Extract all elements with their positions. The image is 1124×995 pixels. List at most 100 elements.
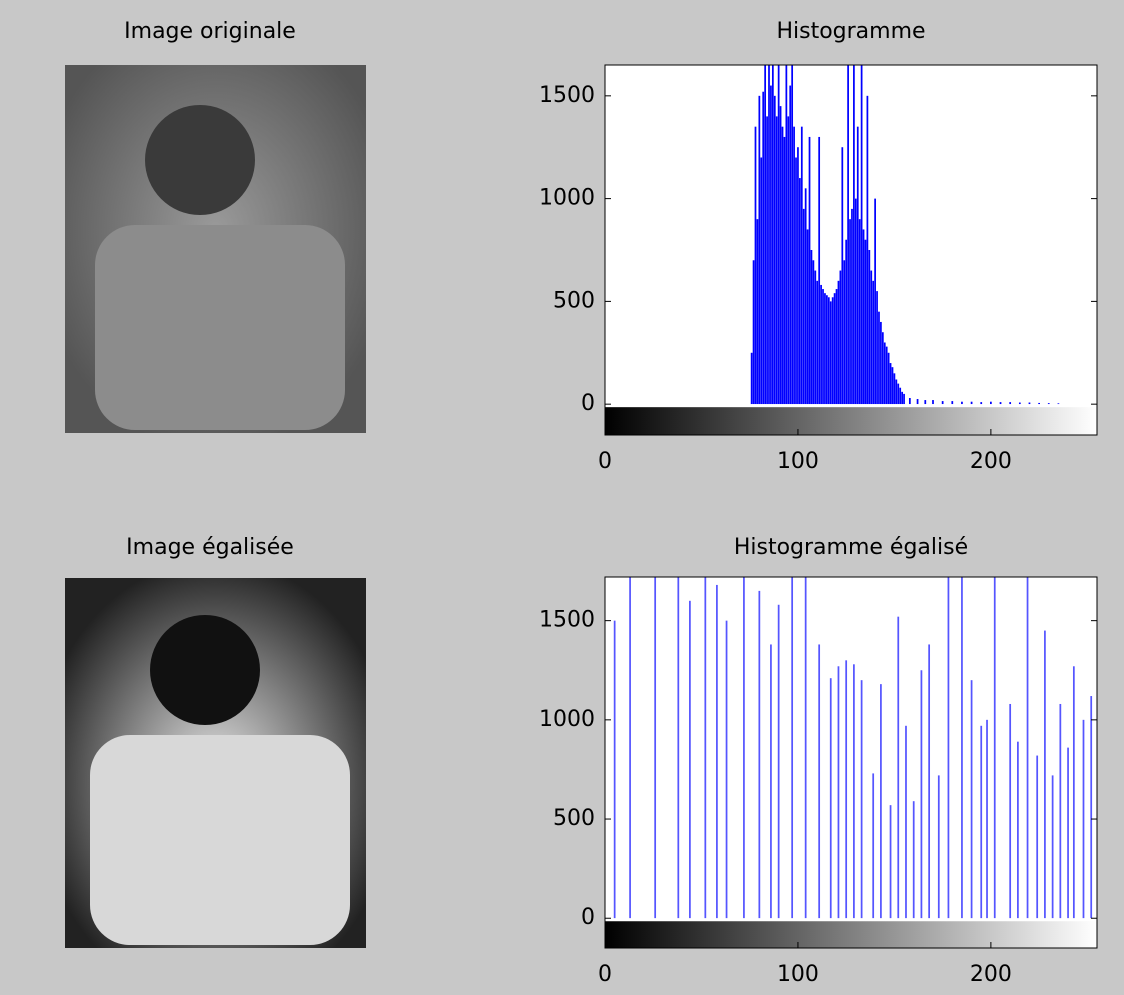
bar — [768, 65, 770, 405]
bar — [862, 229, 865, 405]
bar — [826, 295, 828, 405]
bar — [883, 342, 886, 405]
bar — [1017, 741, 1019, 919]
bar — [845, 239, 848, 405]
colorbar — [605, 407, 1097, 435]
y-tick-label: 0 — [581, 905, 595, 930]
bar — [986, 719, 988, 919]
image-detail — [145, 105, 255, 215]
bar — [797, 147, 799, 405]
bar — [1018, 402, 1021, 405]
bar — [756, 219, 759, 405]
bar — [770, 644, 772, 919]
x-tick-label: 200 — [970, 449, 1012, 474]
bar — [831, 297, 834, 405]
bar — [912, 801, 915, 919]
bar — [758, 95, 761, 405]
bar — [1047, 403, 1050, 405]
bar — [1067, 747, 1069, 919]
bar — [893, 373, 896, 405]
bar — [905, 725, 907, 919]
bar — [1044, 630, 1046, 919]
bar — [775, 116, 778, 405]
bar — [829, 301, 832, 405]
bar — [1051, 775, 1054, 919]
bar — [750, 352, 753, 405]
bar — [814, 270, 817, 405]
y-tick-label: 1500 — [539, 608, 595, 633]
bar — [835, 289, 838, 405]
bar — [901, 391, 903, 405]
x-tick-label: 100 — [777, 962, 819, 987]
bar — [1072, 666, 1075, 919]
bar — [808, 136, 811, 405]
bar — [800, 126, 803, 405]
bar — [932, 400, 934, 405]
image-title: Image égalisée — [126, 535, 294, 560]
bar — [758, 590, 761, 919]
bar — [771, 65, 774, 405]
bar — [849, 219, 851, 405]
bar — [777, 604, 780, 919]
bar — [897, 616, 900, 919]
bar — [804, 188, 807, 405]
bar — [1057, 403, 1060, 405]
bar — [999, 402, 1002, 405]
plot-area — [605, 577, 1097, 948]
bar — [872, 280, 875, 405]
bar — [1009, 703, 1012, 919]
image-detail — [95, 225, 345, 430]
bar — [920, 670, 923, 919]
bar — [895, 379, 898, 405]
bar — [853, 65, 855, 405]
bar — [789, 85, 792, 405]
x-tick-label: 200 — [970, 962, 1012, 987]
bar — [891, 367, 894, 405]
bar — [924, 400, 927, 405]
bar — [752, 260, 755, 405]
y-tick-label: 500 — [553, 288, 595, 313]
bar — [980, 402, 983, 405]
bar — [980, 725, 983, 919]
plot-area — [605, 65, 1097, 435]
bar — [851, 208, 853, 405]
bar — [822, 289, 824, 405]
bar — [860, 680, 863, 919]
bar — [961, 401, 963, 405]
bar — [754, 126, 757, 405]
bar — [716, 584, 718, 919]
axes-box — [604, 576, 1098, 949]
bar — [990, 401, 992, 405]
image-title: Image originale — [124, 19, 296, 44]
bar — [1009, 402, 1012, 405]
bar — [970, 401, 973, 405]
y-tick-label: 1000 — [539, 186, 595, 211]
bar — [864, 239, 867, 405]
y-tick-label: 0 — [581, 391, 595, 416]
bar — [837, 280, 840, 405]
bar — [783, 136, 786, 405]
bar — [804, 577, 807, 919]
y-tick-label: 1000 — [539, 707, 595, 732]
bar — [870, 270, 873, 405]
bar — [1028, 402, 1031, 405]
bar — [843, 260, 846, 405]
bar — [866, 95, 869, 405]
bar — [903, 393, 905, 405]
bar — [762, 91, 765, 405]
bar — [773, 95, 776, 405]
bar — [764, 65, 767, 405]
bar — [802, 208, 805, 405]
bar — [889, 805, 892, 919]
bars — [613, 577, 1093, 919]
bar — [878, 311, 880, 405]
bar — [1038, 402, 1040, 405]
bars — [750, 65, 1060, 405]
bar — [951, 401, 954, 405]
bar — [787, 116, 790, 405]
bar — [961, 577, 963, 919]
bar — [743, 577, 745, 919]
bar — [970, 680, 973, 919]
bar — [791, 65, 794, 405]
